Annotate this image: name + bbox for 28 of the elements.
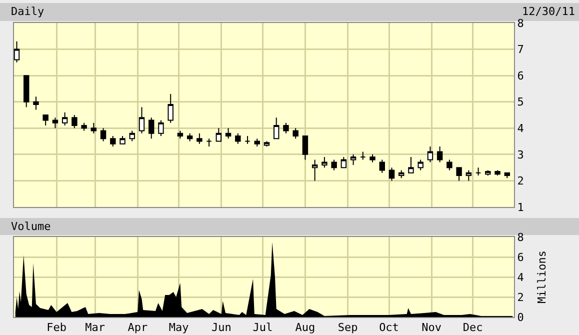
y-tick-label: 6 — [517, 69, 524, 82]
y-tick-label: 4 — [517, 270, 524, 284]
x-tick-label: Apr — [128, 321, 148, 334]
y-axis-title: Millions — [535, 250, 548, 304]
y-tick-label: 0 — [517, 310, 524, 324]
x-tick-label: Sep — [338, 321, 358, 334]
x-tick-label: Oct — [379, 321, 399, 334]
y-tick-label: 6 — [517, 250, 524, 264]
x-tick-label: Dec — [462, 321, 483, 334]
x-tick-label: Jun — [211, 321, 232, 334]
x-tick-label: Feb — [46, 321, 67, 334]
x-tick-label: May — [168, 321, 190, 334]
text: 12/30/11 — [522, 5, 575, 18]
y-tick-label: 3 — [517, 148, 524, 162]
y-tick-label: 2 — [517, 290, 524, 304]
y-tick-label: 2 — [517, 174, 524, 188]
y-tick-label: 1 — [517, 200, 524, 214]
chart-title: Volume — [11, 220, 51, 233]
y-tick-label: 8 — [517, 16, 524, 30]
x-tick-label: Aug — [295, 321, 316, 334]
y-tick-label: 4 — [517, 122, 524, 135]
x-tick-label: Mar — [85, 321, 106, 334]
x-tick-label: Jul — [252, 321, 273, 334]
y-tick-label: 5 — [517, 96, 524, 109]
y-tick-label: 7 — [517, 43, 524, 56]
chart-title: Daily — [11, 5, 44, 18]
y-tick-label: 8 — [517, 230, 524, 244]
x-tick-label: Nov — [422, 321, 442, 334]
